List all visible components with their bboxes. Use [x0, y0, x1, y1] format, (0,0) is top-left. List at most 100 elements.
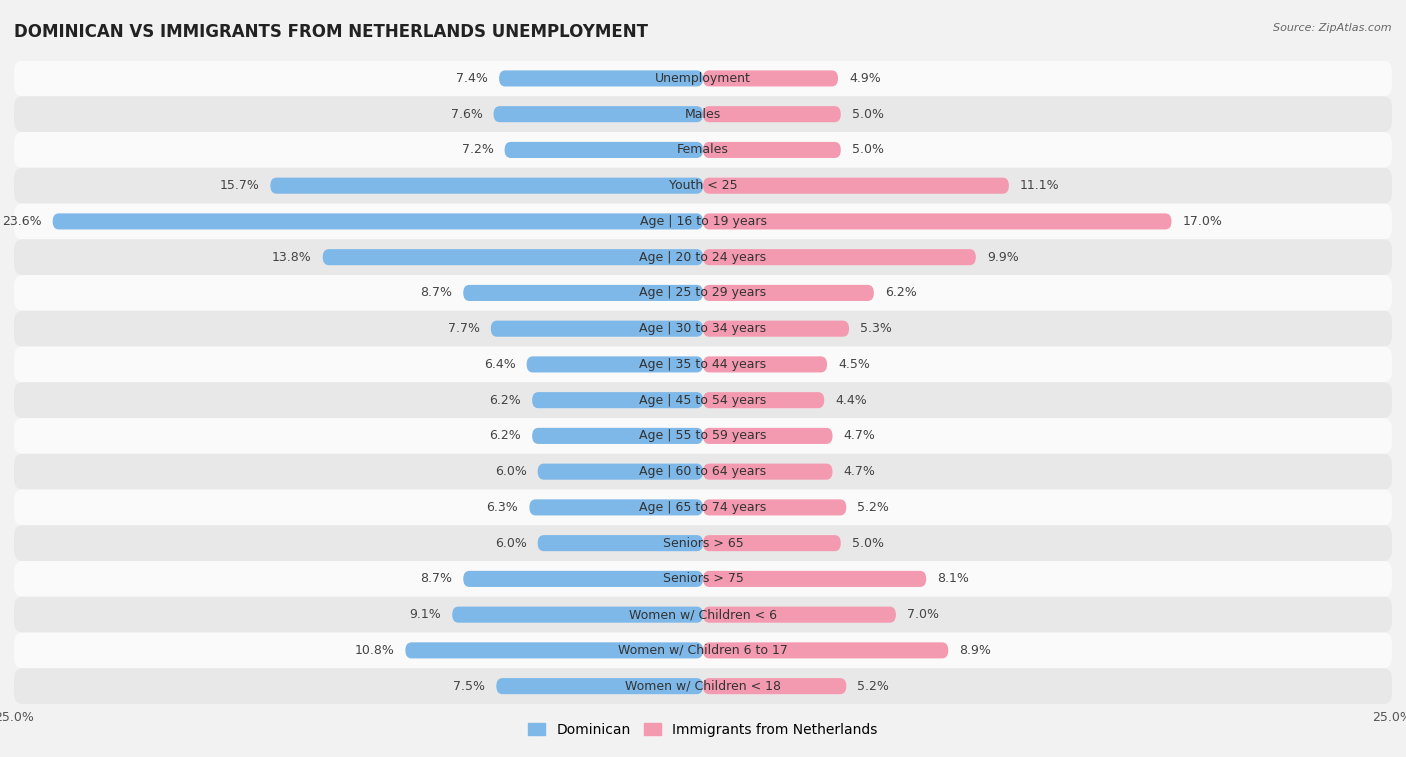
- FancyBboxPatch shape: [14, 239, 1392, 275]
- FancyBboxPatch shape: [537, 535, 703, 551]
- Text: 4.4%: 4.4%: [835, 394, 868, 407]
- Text: 4.7%: 4.7%: [844, 465, 876, 478]
- FancyBboxPatch shape: [14, 561, 1392, 597]
- Text: Youth < 25: Youth < 25: [669, 179, 737, 192]
- FancyBboxPatch shape: [463, 571, 703, 587]
- Text: 9.9%: 9.9%: [987, 251, 1018, 263]
- Text: 4.7%: 4.7%: [844, 429, 876, 442]
- FancyBboxPatch shape: [14, 525, 1392, 561]
- Text: 23.6%: 23.6%: [1, 215, 42, 228]
- Text: 8.7%: 8.7%: [420, 572, 453, 585]
- Text: 9.1%: 9.1%: [409, 608, 441, 621]
- FancyBboxPatch shape: [14, 453, 1392, 490]
- FancyBboxPatch shape: [499, 70, 703, 86]
- FancyBboxPatch shape: [703, 249, 976, 265]
- Text: 4.5%: 4.5%: [838, 358, 870, 371]
- FancyBboxPatch shape: [703, 70, 838, 86]
- FancyBboxPatch shape: [52, 213, 703, 229]
- FancyBboxPatch shape: [491, 321, 703, 337]
- Text: 6.0%: 6.0%: [495, 465, 527, 478]
- Text: 17.0%: 17.0%: [1182, 215, 1222, 228]
- FancyBboxPatch shape: [270, 178, 703, 194]
- Text: 5.0%: 5.0%: [852, 143, 884, 157]
- Text: 6.4%: 6.4%: [484, 358, 516, 371]
- Text: 6.0%: 6.0%: [495, 537, 527, 550]
- Text: 8.1%: 8.1%: [938, 572, 969, 585]
- FancyBboxPatch shape: [14, 204, 1392, 239]
- Text: 6.3%: 6.3%: [486, 501, 519, 514]
- FancyBboxPatch shape: [531, 392, 703, 408]
- FancyBboxPatch shape: [703, 178, 1010, 194]
- FancyBboxPatch shape: [14, 311, 1392, 347]
- FancyBboxPatch shape: [14, 96, 1392, 132]
- FancyBboxPatch shape: [496, 678, 703, 694]
- Text: 5.2%: 5.2%: [858, 501, 889, 514]
- FancyBboxPatch shape: [14, 61, 1392, 96]
- Text: Women w/ Children < 18: Women w/ Children < 18: [626, 680, 780, 693]
- Text: Women w/ Children < 6: Women w/ Children < 6: [628, 608, 778, 621]
- Text: Age | 25 to 29 years: Age | 25 to 29 years: [640, 286, 766, 300]
- Text: 5.3%: 5.3%: [860, 322, 891, 335]
- FancyBboxPatch shape: [703, 535, 841, 551]
- FancyBboxPatch shape: [405, 643, 703, 659]
- FancyBboxPatch shape: [531, 428, 703, 444]
- Text: Age | 20 to 24 years: Age | 20 to 24 years: [640, 251, 766, 263]
- Text: 5.2%: 5.2%: [858, 680, 889, 693]
- Text: Age | 45 to 54 years: Age | 45 to 54 years: [640, 394, 766, 407]
- Text: DOMINICAN VS IMMIGRANTS FROM NETHERLANDS UNEMPLOYMENT: DOMINICAN VS IMMIGRANTS FROM NETHERLANDS…: [14, 23, 648, 41]
- FancyBboxPatch shape: [703, 678, 846, 694]
- FancyBboxPatch shape: [14, 275, 1392, 311]
- FancyBboxPatch shape: [14, 597, 1392, 633]
- Text: Females: Females: [678, 143, 728, 157]
- Text: Males: Males: [685, 107, 721, 120]
- FancyBboxPatch shape: [14, 132, 1392, 168]
- Text: Age | 60 to 64 years: Age | 60 to 64 years: [640, 465, 766, 478]
- Text: 5.0%: 5.0%: [852, 107, 884, 120]
- Text: 7.4%: 7.4%: [456, 72, 488, 85]
- FancyBboxPatch shape: [14, 382, 1392, 418]
- Text: 7.0%: 7.0%: [907, 608, 939, 621]
- Text: 11.1%: 11.1%: [1019, 179, 1060, 192]
- Text: 10.8%: 10.8%: [354, 644, 394, 657]
- Text: Age | 65 to 74 years: Age | 65 to 74 years: [640, 501, 766, 514]
- FancyBboxPatch shape: [494, 106, 703, 122]
- FancyBboxPatch shape: [14, 490, 1392, 525]
- FancyBboxPatch shape: [703, 321, 849, 337]
- Legend: Dominican, Immigrants from Netherlands: Dominican, Immigrants from Netherlands: [523, 717, 883, 742]
- Text: 6.2%: 6.2%: [884, 286, 917, 300]
- FancyBboxPatch shape: [463, 285, 703, 301]
- Text: Unemployment: Unemployment: [655, 72, 751, 85]
- Text: 6.2%: 6.2%: [489, 394, 522, 407]
- Text: 5.0%: 5.0%: [852, 537, 884, 550]
- FancyBboxPatch shape: [537, 463, 703, 480]
- Text: Seniors > 75: Seniors > 75: [662, 572, 744, 585]
- FancyBboxPatch shape: [703, 285, 875, 301]
- FancyBboxPatch shape: [703, 142, 841, 158]
- FancyBboxPatch shape: [703, 428, 832, 444]
- Text: 4.9%: 4.9%: [849, 72, 880, 85]
- FancyBboxPatch shape: [14, 418, 1392, 453]
- FancyBboxPatch shape: [323, 249, 703, 265]
- FancyBboxPatch shape: [14, 168, 1392, 204]
- Text: 8.9%: 8.9%: [959, 644, 991, 657]
- FancyBboxPatch shape: [703, 213, 1171, 229]
- FancyBboxPatch shape: [14, 668, 1392, 704]
- Text: Age | 16 to 19 years: Age | 16 to 19 years: [640, 215, 766, 228]
- FancyBboxPatch shape: [14, 347, 1392, 382]
- FancyBboxPatch shape: [505, 142, 703, 158]
- FancyBboxPatch shape: [703, 500, 846, 516]
- Text: 7.6%: 7.6%: [451, 107, 482, 120]
- FancyBboxPatch shape: [703, 463, 832, 480]
- Text: 13.8%: 13.8%: [271, 251, 312, 263]
- FancyBboxPatch shape: [703, 106, 841, 122]
- Text: 7.5%: 7.5%: [453, 680, 485, 693]
- Text: 15.7%: 15.7%: [219, 179, 259, 192]
- FancyBboxPatch shape: [703, 643, 948, 659]
- FancyBboxPatch shape: [703, 392, 824, 408]
- Text: Women w/ Children 6 to 17: Women w/ Children 6 to 17: [619, 644, 787, 657]
- Text: 8.7%: 8.7%: [420, 286, 453, 300]
- Text: 7.7%: 7.7%: [447, 322, 479, 335]
- FancyBboxPatch shape: [530, 500, 703, 516]
- FancyBboxPatch shape: [453, 606, 703, 623]
- Text: Age | 55 to 59 years: Age | 55 to 59 years: [640, 429, 766, 442]
